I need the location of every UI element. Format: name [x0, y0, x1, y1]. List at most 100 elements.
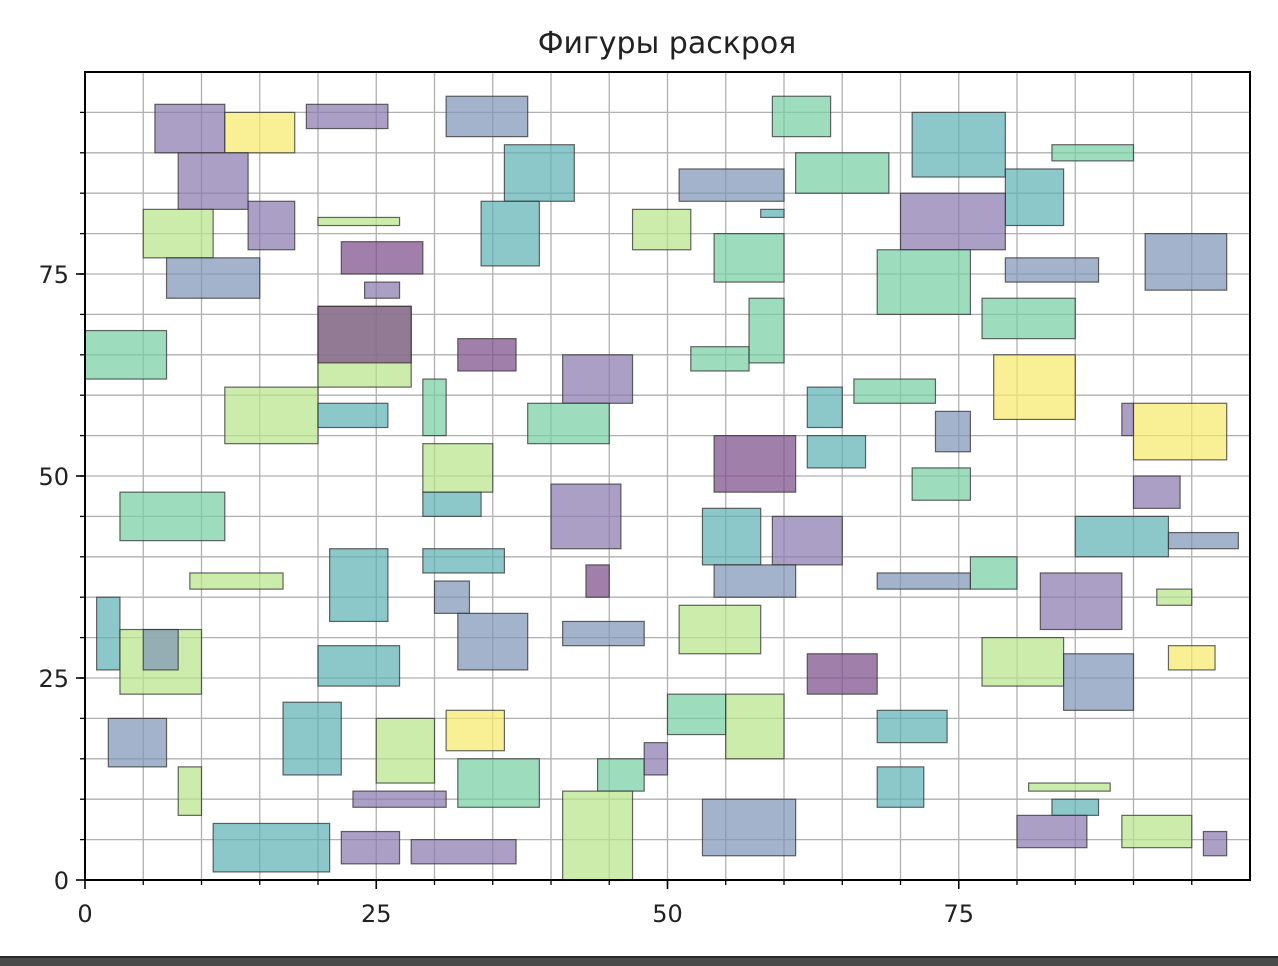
grid-lines	[85, 72, 1250, 880]
cut-piece	[1202, 830, 1228, 857]
cut-piece	[993, 354, 1076, 421]
cut-piece	[177, 152, 249, 210]
cut-piece	[1062, 653, 1135, 711]
cut-piece	[713, 435, 797, 493]
cut-piece	[422, 443, 494, 493]
cut-piece	[562, 354, 634, 404]
cut-piece	[329, 548, 389, 623]
cut-piece	[876, 572, 972, 590]
cut-piece	[550, 483, 622, 550]
cut-piece	[410, 838, 517, 865]
cut-piece	[154, 103, 226, 154]
cut-piece	[247, 200, 296, 251]
cut-piece	[1051, 144, 1135, 162]
cut-piece	[224, 386, 319, 445]
cut-piece	[457, 758, 540, 808]
cut-piece	[562, 790, 634, 881]
cut-piece	[212, 822, 331, 873]
cut-piece	[911, 467, 972, 501]
plot-area	[84, 95, 1239, 881]
cut-piece	[631, 208, 692, 251]
cut-piece	[1156, 588, 1193, 606]
cut-piece	[596, 758, 645, 792]
cut-piece	[876, 709, 948, 744]
cut-piece	[340, 241, 424, 275]
cut-piece	[422, 491, 482, 518]
cut-piece	[1167, 645, 1216, 671]
cut-piece	[562, 620, 645, 647]
cut-piece	[1004, 257, 1100, 283]
cut-piece	[760, 208, 785, 219]
cut-piece	[1051, 798, 1100, 816]
y-tick-label: 50	[38, 463, 69, 491]
cut-piece	[899, 192, 1006, 251]
cut-piece	[96, 596, 121, 671]
cut-piece	[1144, 233, 1228, 291]
cut-piece	[666, 693, 727, 736]
cut-piece	[911, 111, 1006, 178]
cut-piece	[352, 790, 447, 808]
cut-piece	[340, 830, 401, 865]
cut-piece	[119, 491, 226, 542]
cut-piece	[1121, 814, 1193, 849]
cut-piece	[876, 766, 925, 808]
cut-piece	[713, 233, 785, 283]
cut-piece	[678, 168, 785, 202]
cut-piece	[806, 653, 878, 695]
cut-piece	[806, 386, 843, 429]
cut-piece	[934, 410, 972, 453]
cut-piece	[1132, 402, 1228, 461]
cut-piece	[1016, 814, 1088, 849]
window-bottom-edge	[0, 956, 1278, 966]
cut-piece	[690, 346, 750, 372]
cut-piece	[480, 200, 540, 267]
chart-title: Фигуры раскроя	[538, 26, 797, 61]
cut-piece	[503, 144, 575, 202]
cut-piece	[795, 152, 890, 194]
cut-piece	[701, 798, 797, 857]
cut-piece	[457, 612, 529, 671]
cut-piece	[422, 548, 506, 574]
cut-piece	[1028, 782, 1111, 792]
y-tick-label: 0	[54, 867, 69, 895]
cut-piece	[142, 208, 214, 259]
y-tick-label: 25	[38, 665, 69, 693]
cut-piece	[981, 636, 1065, 687]
cut-piece	[433, 580, 471, 614]
cut-piece	[305, 103, 389, 130]
cut-piece	[177, 766, 203, 816]
cut-piece	[969, 556, 1018, 590]
cut-piece	[84, 329, 168, 380]
x-tick-label: 50	[652, 900, 683, 928]
cut-piece	[317, 216, 401, 227]
cut-piece	[725, 693, 785, 760]
x-tick-label: 75	[943, 900, 974, 928]
cut-piece	[317, 402, 389, 429]
axes: 0 25 50 75 0 25 50 75	[38, 71, 1251, 928]
cut-piece	[364, 281, 401, 299]
cut-piece	[445, 95, 529, 138]
cut-piece	[713, 564, 797, 598]
cut-piece	[375, 717, 436, 784]
cut-piece	[1132, 475, 1181, 509]
cut-piece	[876, 249, 972, 315]
cut-piece	[142, 628, 179, 671]
cut-piece	[643, 742, 669, 776]
cut-piece	[701, 507, 762, 566]
cut-piece	[853, 378, 937, 404]
cut-piece	[107, 717, 168, 768]
cut-piece	[189, 572, 284, 590]
y-tick-label: 75	[38, 261, 69, 289]
cut-piece	[317, 645, 401, 687]
cut-piece	[527, 402, 610, 445]
cut-piece	[1004, 168, 1065, 227]
cut-piece	[1121, 402, 1135, 437]
x-tick-label: 0	[77, 900, 92, 928]
cut-piece	[806, 435, 867, 469]
cut-piece	[1074, 515, 1170, 558]
cut-piece	[165, 257, 261, 299]
cut-piece	[678, 604, 762, 655]
cut-piece	[224, 111, 296, 154]
cut-piece	[1039, 572, 1123, 631]
